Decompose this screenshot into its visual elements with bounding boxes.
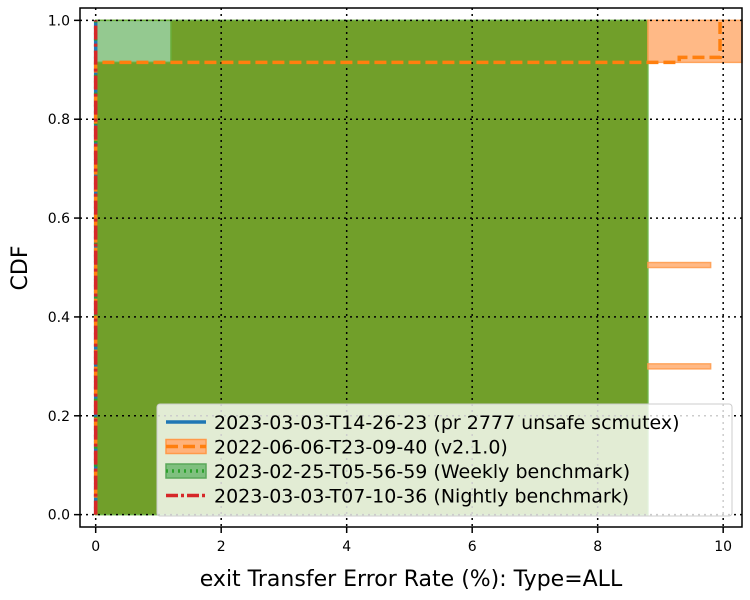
x-tick-label-2: 4 bbox=[342, 539, 351, 555]
plot-frame bbox=[79, 7, 743, 528]
y-tick-label-0: 0.0 bbox=[48, 508, 70, 524]
y-tick-label-1: 0.2 bbox=[48, 409, 70, 425]
legend-label-0: 2023-03-03-T14-26-23 (pr 2777 unsafe scm… bbox=[214, 412, 680, 434]
x-axis-label: exit Transfer Error Rate (%): Type=ALL bbox=[200, 567, 623, 592]
x-tick-label-0: 0 bbox=[91, 539, 100, 555]
x-tick-label-3: 6 bbox=[468, 539, 477, 555]
x-tick-label-1: 2 bbox=[217, 539, 226, 555]
legend: 2023-03-03-T14-26-23 (pr 2777 unsafe scm… bbox=[156, 403, 733, 517]
band-weekly-1 bbox=[94, 19, 172, 64]
y-tick-label-3: 0.6 bbox=[48, 211, 70, 227]
y-tick-label-4: 0.8 bbox=[48, 112, 70, 128]
x-tick-label-4: 8 bbox=[593, 539, 602, 555]
legend-label-3: 2023-03-03-T07-10-36 (Nightly benchmark) bbox=[214, 486, 629, 508]
axis-ticks: 0 2 4 6 8 10 0.0 0.2 0.4 0.6 0.8 1.0 bbox=[48, 13, 732, 555]
y-tick-label-5: 1.0 bbox=[48, 13, 70, 29]
band-v210-0 bbox=[647, 19, 743, 64]
series-lines bbox=[93, 20, 722, 515]
legend-box bbox=[156, 403, 733, 517]
x-tick-label-5: 10 bbox=[714, 539, 732, 555]
band-v210-2 bbox=[647, 363, 712, 370]
band-v210-1 bbox=[647, 261, 712, 269]
y-axis-label: CDF bbox=[8, 246, 33, 291]
y-tick-label-2: 0.4 bbox=[48, 310, 70, 326]
legend-label-2: 2023-02-25-T05-56-59 (Weekly benchmark) bbox=[214, 461, 630, 483]
legend-label-1: 2022-06-06-T23-09-40 (v2.1.0) bbox=[214, 437, 508, 459]
